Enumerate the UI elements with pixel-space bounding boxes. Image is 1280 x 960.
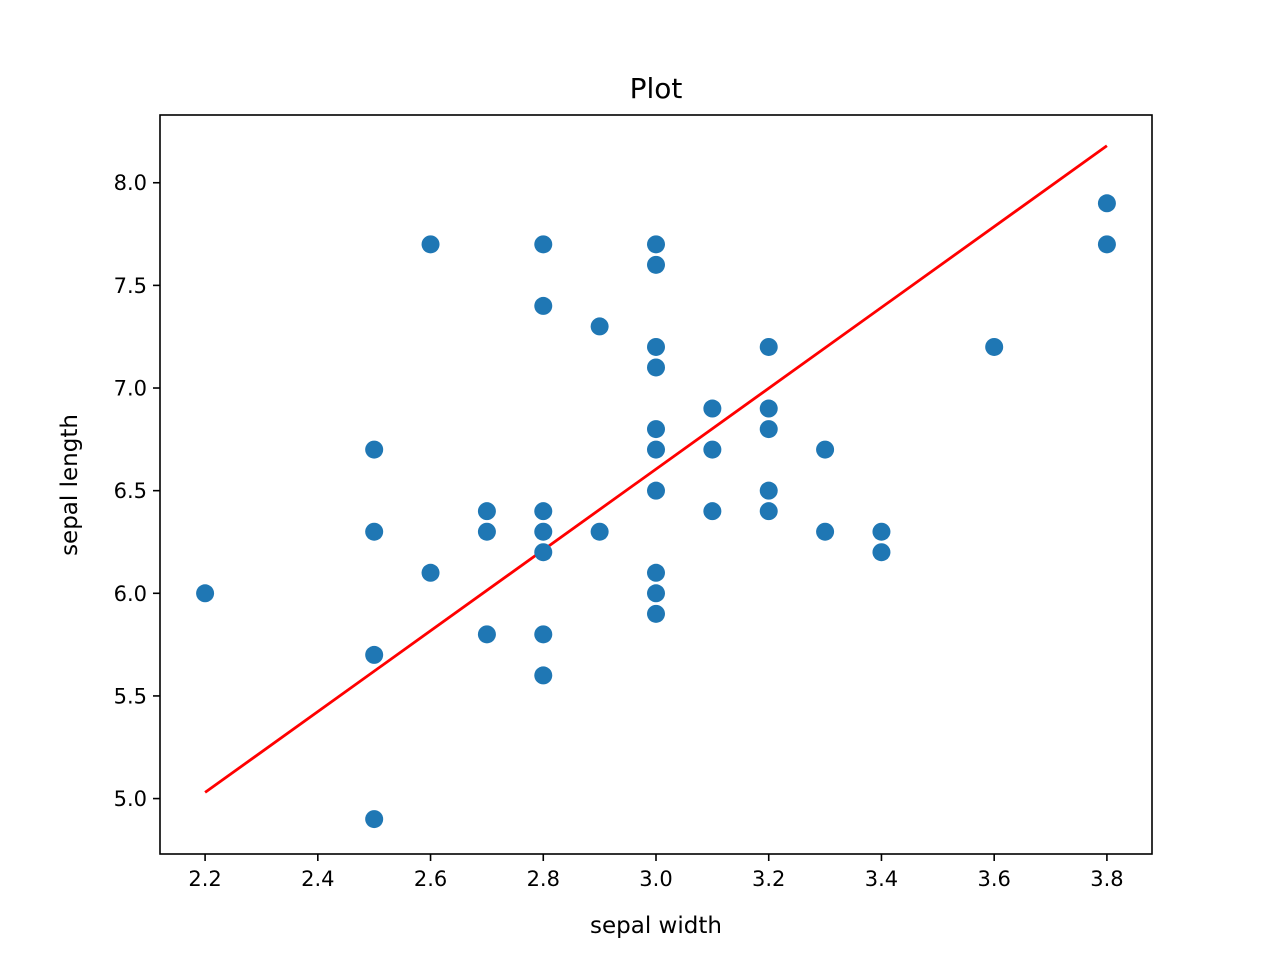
scatter-point	[421, 563, 440, 582]
y-tick-label: 8.0	[114, 171, 147, 195]
y-tick-label: 6.5	[114, 479, 147, 503]
scatter-point	[647, 255, 665, 274]
y-tick-label: 5.0	[114, 787, 147, 811]
scatter-point	[703, 440, 722, 459]
scatter-point	[534, 235, 553, 254]
y-tick-label: 7.0	[114, 377, 147, 401]
x-tick-label: 2.2	[188, 867, 221, 891]
scatter-point	[1097, 235, 1116, 254]
scatter-point	[590, 522, 609, 541]
scatter-point	[647, 440, 665, 459]
scatter-point	[872, 543, 891, 562]
x-tick-label: 3.6	[977, 867, 1010, 891]
x-axis: 2.2 2.4 2.6 2.8 3.0 3.2 3.4 3.6 3.8	[188, 854, 1124, 891]
y-axis-label: sepal length	[57, 414, 83, 556]
scatter-point	[647, 235, 665, 254]
scatter-point	[703, 502, 722, 521]
scatter-point	[365, 645, 384, 664]
scatter-point	[477, 625, 496, 644]
scatter-point	[365, 810, 384, 829]
scatter-point	[534, 522, 553, 541]
scatter-point	[759, 337, 778, 356]
scatter-point	[590, 317, 609, 336]
x-tick-label: 3.0	[639, 867, 672, 891]
y-tick-label: 5.5	[114, 684, 147, 708]
x-tick-label: 3.4	[865, 867, 898, 891]
scatter-point	[985, 337, 1004, 356]
scatter-point	[477, 502, 496, 521]
y-tick-label: 6.0	[114, 582, 147, 606]
scatter-point	[647, 584, 665, 603]
scatter-point	[647, 358, 665, 377]
scatter-point	[365, 522, 384, 541]
regression-line	[204, 144, 1108, 794]
x-tick-label: 2.8	[527, 867, 560, 891]
scatter-point	[365, 440, 384, 459]
x-tick-label: 3.8	[1090, 867, 1123, 891]
scatter-point	[647, 337, 665, 356]
scatter-point	[759, 481, 778, 500]
scatter-point	[647, 420, 665, 439]
fit-line-group	[204, 144, 1108, 794]
scatter-point	[534, 666, 553, 685]
x-axis-label: sepal width	[590, 913, 722, 939]
x-tick-label: 3.2	[752, 867, 785, 891]
chart-title: Plot	[630, 72, 683, 105]
x-tick-label: 2.6	[414, 867, 447, 891]
scatter-point	[872, 522, 891, 541]
scatter-point	[816, 522, 835, 541]
scatter-point	[534, 625, 553, 644]
scatter-point	[196, 584, 215, 603]
points-group	[196, 194, 1116, 829]
scatter-point	[647, 563, 665, 582]
x-tick-label: 2.4	[301, 867, 334, 891]
scatter-point	[647, 604, 665, 623]
scatter-point	[759, 399, 778, 418]
y-tick-label: 7.5	[114, 274, 147, 298]
scatter-point	[534, 502, 553, 521]
scatter-point	[759, 502, 778, 521]
scatter-point	[759, 420, 778, 439]
scatter-point	[421, 235, 440, 254]
scatter-point	[1097, 194, 1116, 213]
scatter-point	[647, 481, 665, 500]
scatter-point	[477, 522, 496, 541]
scatter-point	[534, 543, 553, 562]
scatter-point	[816, 440, 835, 459]
scatter-point	[703, 399, 722, 418]
scatter-point	[534, 296, 553, 315]
y-axis: 5.0 5.5 6.0 6.5 7.0 7.5 8.0	[114, 171, 160, 811]
